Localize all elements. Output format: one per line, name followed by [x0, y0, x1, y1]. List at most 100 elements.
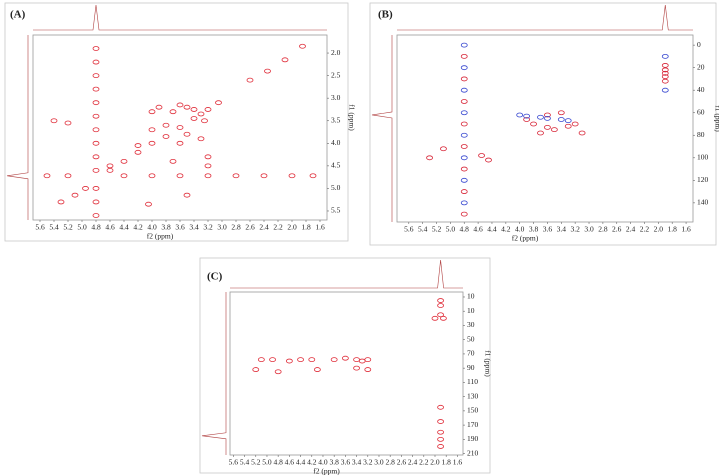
x-tick-label: 5.0	[446, 225, 456, 234]
peak	[71, 192, 79, 198]
peak	[232, 173, 240, 179]
peak	[92, 154, 100, 160]
x-tick-label: 4.0	[515, 225, 525, 234]
y-tick-label: 80	[697, 130, 705, 139]
x-tick-label: 2.2	[273, 223, 283, 232]
x-tick-label: 5.2	[432, 225, 442, 234]
peak	[544, 115, 551, 121]
peak	[564, 123, 572, 129]
peak	[281, 57, 289, 63]
x-tick-label: 3.8	[161, 223, 171, 232]
y-tick-label: 140	[697, 198, 709, 207]
y-tick-label: 10	[467, 292, 475, 301]
peak	[190, 107, 198, 112]
peak	[460, 200, 468, 206]
peak	[134, 149, 142, 155]
plot-frame	[32, 34, 328, 221]
peak	[92, 73, 100, 79]
peak	[204, 154, 212, 160]
peak	[57, 199, 65, 205]
y-tick-label: 3.5	[331, 115, 341, 124]
y-tick-label: 130	[467, 391, 479, 400]
peak	[431, 315, 439, 321]
x-tick-label: 4.8	[460, 225, 470, 234]
peak	[478, 153, 485, 158]
x-tick-label: 3.2	[363, 458, 373, 467]
y-tick-label: 10	[467, 306, 475, 315]
y-tick-label: 210	[467, 448, 479, 457]
panel-border	[369, 2, 717, 246]
y-tick-label: 30	[467, 320, 475, 329]
x-tick-label: 4.8	[91, 223, 101, 232]
x-tick-label: 2.0	[654, 225, 664, 234]
peak	[460, 65, 468, 71]
y-tick-label: 190	[467, 434, 479, 443]
peak	[204, 163, 212, 169]
peak	[437, 303, 444, 308]
peak	[252, 367, 260, 372]
x-tick-label: 4.4	[487, 225, 497, 234]
peak	[330, 357, 338, 363]
plot-frame	[396, 34, 694, 223]
peak	[92, 127, 100, 133]
peak	[544, 112, 551, 118]
x-tick-label: 3.4	[189, 223, 199, 232]
peak	[523, 117, 531, 122]
peak	[460, 166, 468, 172]
x-tick-label: 4.4	[119, 223, 129, 232]
x-tick-label: 2.8	[598, 225, 608, 234]
peak	[274, 369, 282, 375]
x-tick-label: 5.2	[63, 223, 73, 232]
peak	[106, 167, 114, 173]
x-tick-label: 1.6	[681, 225, 691, 234]
x-tick-label: 3.0	[217, 223, 227, 232]
peak	[557, 110, 565, 116]
peak	[460, 177, 468, 183]
peak	[64, 173, 72, 179]
peak	[50, 118, 58, 124]
panel-label: (B)	[378, 9, 393, 21]
peak	[148, 173, 156, 179]
y-tick-label: 4.5	[331, 161, 341, 170]
peak	[176, 102, 184, 108]
peak	[43, 173, 51, 179]
peak	[364, 367, 372, 372]
top-projection	[230, 259, 463, 289]
peak	[246, 77, 254, 83]
peak	[537, 114, 544, 120]
peak	[197, 111, 205, 117]
peak	[661, 70, 669, 76]
peak	[92, 46, 100, 51]
y-tick-label: 120	[697, 175, 709, 184]
panel-label: (C)	[207, 271, 223, 283]
x-tick-label: 5.6	[35, 223, 45, 232]
x-tick-label: 2.0	[287, 223, 297, 232]
x-tick-label: 2.8	[386, 458, 396, 467]
peak	[106, 163, 114, 169]
x-tick-label: 4.6	[105, 223, 115, 232]
peak	[297, 357, 304, 363]
x-tick-label: 2.6	[245, 223, 255, 232]
peak	[440, 146, 447, 152]
x-tick-label: 2.6	[397, 458, 407, 467]
y-tick-label: 4.0	[331, 138, 341, 147]
y-tick-label: 20	[697, 62, 705, 71]
peak	[197, 136, 205, 142]
peak	[120, 158, 128, 164]
peak	[145, 201, 152, 207]
y-tick-label: 70	[467, 349, 475, 358]
peak	[64, 120, 72, 126]
peak	[309, 173, 317, 179]
peak	[460, 132, 468, 138]
peak	[183, 192, 191, 198]
x-tick-label: 3.4	[557, 225, 567, 234]
peak	[460, 110, 468, 116]
peak	[285, 358, 293, 364]
peak	[578, 130, 586, 136]
x-tick-label: 3.6	[543, 225, 553, 234]
x-tick-label: 3.0	[374, 458, 384, 467]
x-tick-label: 3.6	[341, 458, 351, 467]
y-tick-label: 150	[467, 406, 479, 415]
top-projection	[33, 4, 327, 31]
x-tick-label: 5.6	[229, 458, 239, 467]
